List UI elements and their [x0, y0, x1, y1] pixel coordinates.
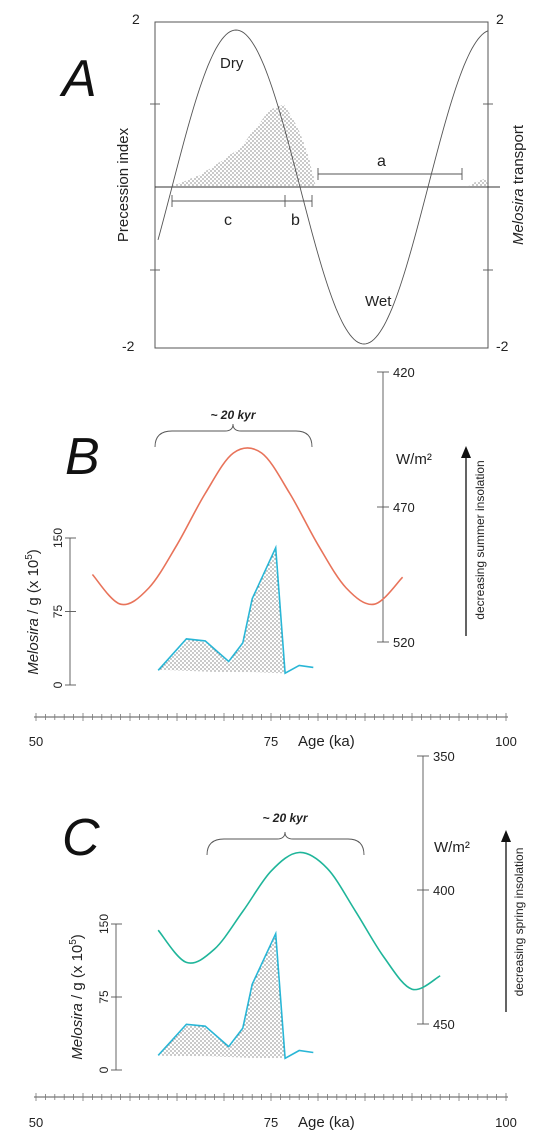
panel-a-right-top-label: 2	[496, 11, 504, 27]
melosira-tick-label: 75	[97, 990, 111, 1004]
panel-b-arrow-label: decreasing summer insolation	[473, 460, 487, 619]
age-axis-1-label: Age (ka)	[298, 733, 355, 750]
melosira-tick-label: 75	[51, 605, 65, 619]
age-axis-2-ticks	[35, 1093, 507, 1101]
panel-c-melosira-label: Melosira / g (x 105)	[68, 934, 86, 1060]
panel-b-melosira-label-sup: 5	[24, 554, 35, 560]
melosira-tick-label: 0	[97, 1066, 111, 1073]
panel-b-insolation-line	[91, 447, 404, 606]
panel-b-melosira-label-rest: / g (x 10	[25, 560, 42, 618]
panel-a-label-a: a	[377, 153, 386, 170]
melosira-tick-label: 0	[51, 681, 65, 688]
panel-a-transport-area	[168, 104, 316, 187]
panel-a-right-axis-label: Melosira transport	[510, 124, 527, 245]
panel-b-melosira-ticks: 0 75 150	[51, 528, 76, 688]
panel-c-insolation-line	[157, 851, 441, 991]
panel-a-transport-area-right	[466, 178, 488, 187]
panel-c-melosira-area	[158, 933, 286, 1059]
panel-b-insolation-points	[92, 453, 402, 604]
panel-c-melosira-label-italic: Melosira	[69, 1003, 86, 1060]
panel-a-precession-curve	[157, 29, 489, 345]
panel-b-melosira-area	[158, 547, 286, 674]
insolation-tick-label: 450	[433, 1017, 455, 1032]
panel-a-frame	[154, 21, 489, 349]
panel-b-insolation-ticks: 420 470 520	[377, 365, 415, 650]
panel-b-arrowhead	[461, 446, 471, 458]
panel-c-insolation-ticks: 350 400 450	[417, 749, 455, 1032]
panel-c-period-label: ~ 20 kyr	[262, 811, 308, 825]
insolation-tick-label: 420	[393, 365, 415, 380]
panel-c-melosira-label-end: )	[69, 934, 86, 939]
panel-c-letter: C	[62, 809, 100, 867]
age-axis-1: 50 75 100 Age (ka)	[29, 713, 517, 750]
panel-c-arrowhead	[501, 830, 511, 842]
panel-a-label-b: b	[291, 212, 300, 229]
panel-c-melosira-label-sup: 5	[68, 939, 79, 945]
panel-b-unit: W/m²	[396, 451, 432, 468]
panel-a-right-bottom-label: -2	[496, 338, 509, 354]
panel-b: B ~ 20 kyr 420 470 520 W/m² decreasing sum…	[24, 365, 487, 688]
panel-b-letter: B	[65, 428, 100, 486]
age-axis-2-tick-label: 100	[495, 1115, 517, 1130]
panel-c-melosira-line	[157, 930, 314, 1060]
melosira-tick-label: 150	[97, 914, 111, 934]
panel-b-melosira-label: Melosira / g (x 105)	[24, 549, 42, 675]
panel-a-left-axis-label: Precession index	[115, 127, 132, 242]
panel-a-wet-label: Wet	[365, 293, 392, 310]
age-axis-2-tick-label: 50	[29, 1115, 43, 1130]
panel-a: A 2 -2 2 -2 Precession index Melosira tr…	[59, 11, 527, 354]
panel-b-melosira-line	[157, 544, 314, 675]
panel-c-unit: W/m²	[434, 839, 470, 856]
panel-b-period-brace	[154, 423, 313, 448]
panel-c-arrow-label: decreasing spring insolation	[512, 848, 526, 997]
age-axis-2-tick-label: 75	[264, 1115, 278, 1130]
panel-a-right-axis-label-rest: transport	[510, 124, 527, 188]
insolation-tick-label: 520	[393, 635, 415, 650]
age-axis-1-ticks	[35, 713, 507, 721]
panel-a-right-axis-label-italic: Melosira	[510, 188, 527, 245]
panel-a-left-top-label: 2	[132, 11, 140, 27]
panel-b-period-label: ~ 20 kyr	[210, 408, 256, 422]
age-axis-2-label: Age (ka)	[298, 1114, 355, 1131]
age-axis-1-tick-label: 75	[264, 734, 278, 749]
panel-c-insolation-points	[158, 852, 440, 989]
panel-a-dry-label: Dry	[220, 55, 244, 72]
age-axis-2: 50 75 100 Age (ka)	[29, 1093, 517, 1131]
age-axis-1-tick-label: 100	[495, 734, 517, 749]
age-axis-1-tick-label: 50	[29, 734, 43, 749]
panel-c-period-brace	[206, 831, 365, 856]
insolation-tick-label: 470	[393, 500, 415, 515]
panel-c-melosira-label-rest: / g (x 10	[69, 945, 86, 1003]
panel-b-melosira-label-italic: Melosira	[25, 618, 42, 675]
panel-c: C ~ 20 kyr 350 400 450 W/m² decreasing spr…	[62, 749, 526, 1073]
panel-a-left-bottom-label: -2	[122, 338, 135, 354]
insolation-tick-label: 400	[433, 883, 455, 898]
panel-a-letter: A	[59, 50, 97, 108]
panel-a-label-c: c	[224, 212, 232, 229]
melosira-tick-label: 150	[51, 528, 65, 548]
panel-c-melosira-ticks: 0 75 150	[97, 914, 122, 1073]
insolation-tick-label: 350	[433, 749, 455, 764]
panel-b-melosira-label-end: )	[25, 549, 42, 554]
